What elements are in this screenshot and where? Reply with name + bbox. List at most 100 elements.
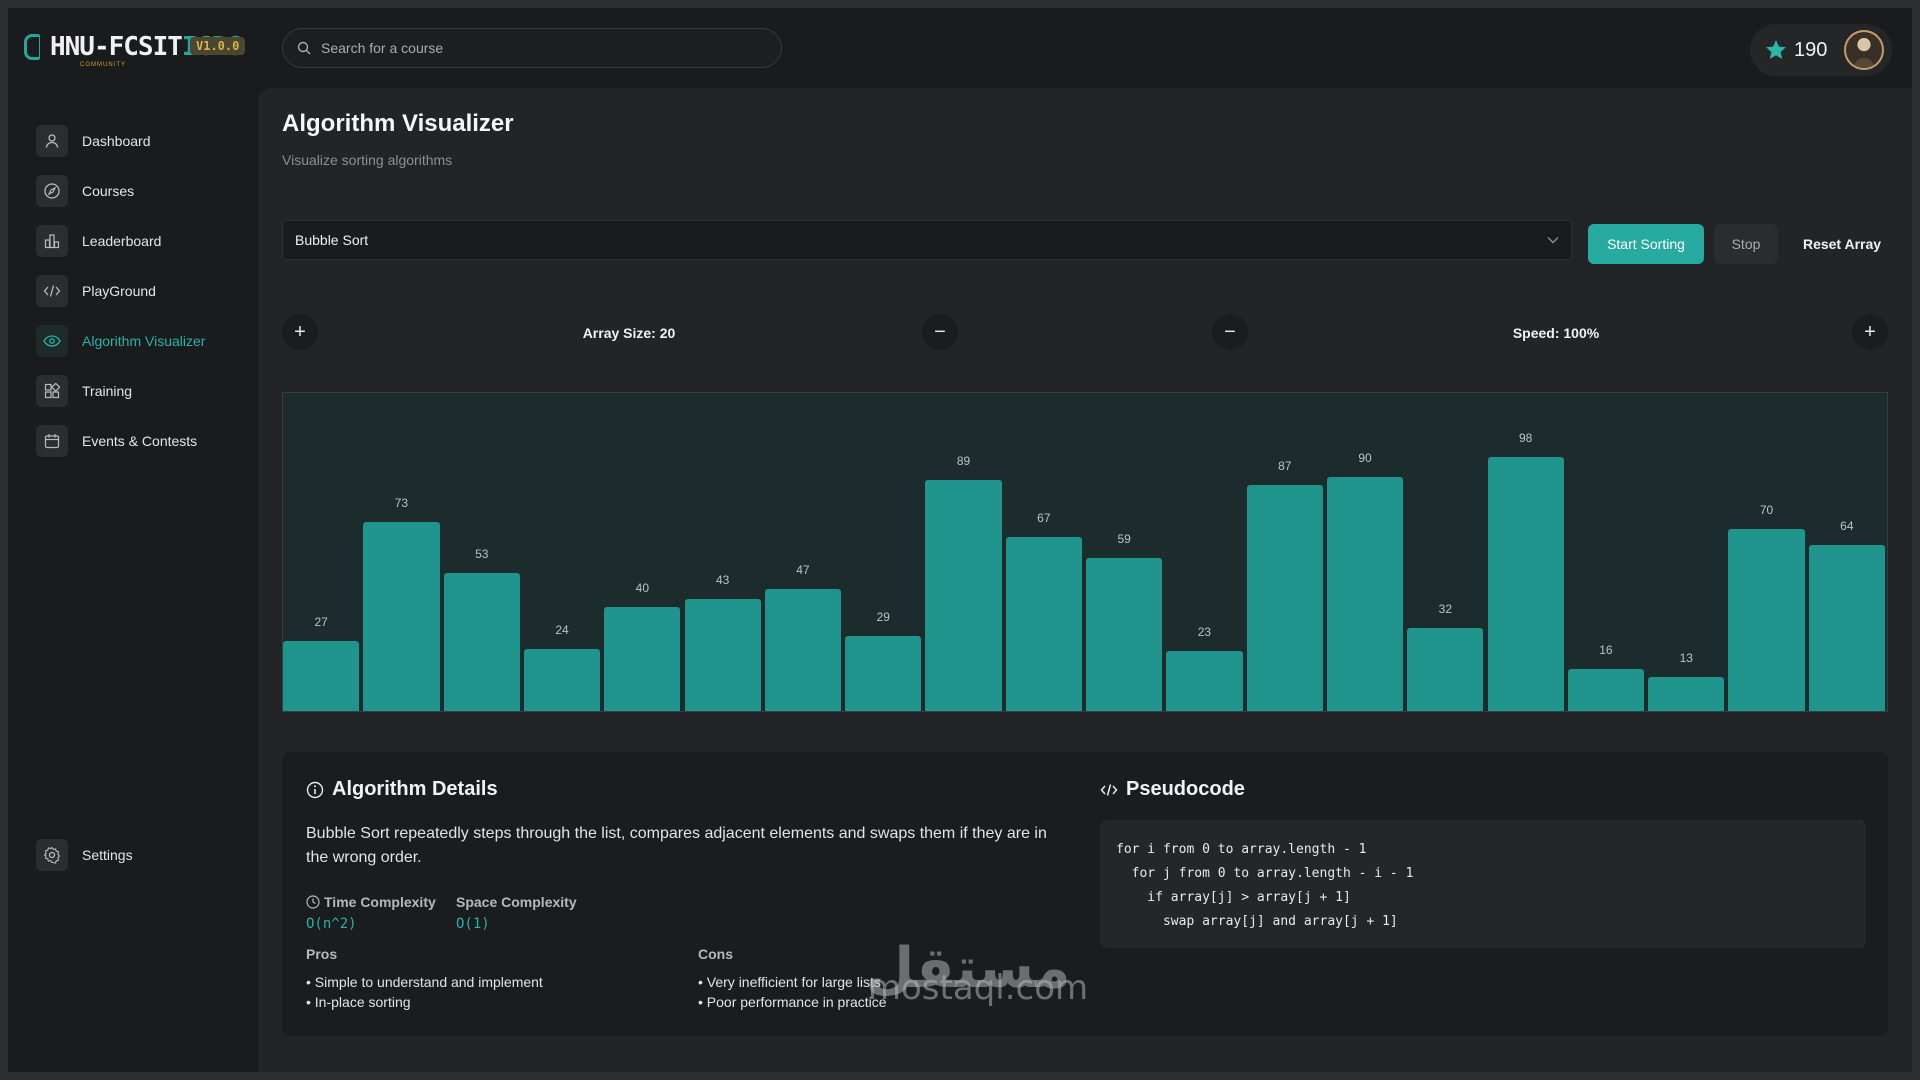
bar — [283, 641, 360, 711]
algorithm-details-title: Algorithm Details — [332, 778, 498, 800]
bar — [1648, 677, 1725, 711]
code-icon — [1100, 783, 1118, 796]
code-line: for i from 0 to array.length - 1 — [1116, 842, 1367, 857]
chevron-down-icon — [1547, 237, 1559, 244]
start-sorting-button[interactable]: Start Sorting — [1588, 224, 1704, 264]
sidebar-item-label: Dashboard — [82, 133, 151, 149]
bar-value-label: 98 — [1518, 431, 1533, 445]
bar-chart-icon — [36, 225, 68, 257]
bar — [1808, 545, 1885, 711]
bar — [1487, 457, 1564, 711]
code-icon — [36, 275, 68, 307]
version-badge: V1.0.0 — [190, 37, 246, 55]
bar — [764, 589, 842, 711]
bar — [604, 607, 681, 711]
sidebar-item-label: Courses — [82, 183, 135, 199]
bar — [1005, 537, 1082, 711]
speed-increase-button[interactable]: + — [1852, 314, 1888, 350]
bar-value-label: 73 — [394, 496, 409, 510]
minus-icon: − — [934, 320, 946, 343]
sidebar-item-settings[interactable]: Settings — [36, 838, 133, 872]
algorithm-select-value: Bubble Sort — [295, 232, 369, 248]
compass-icon — [36, 175, 68, 207]
bar — [1407, 628, 1484, 711]
speed-decrease-button[interactable]: − — [1212, 314, 1248, 350]
bar-value-label: 67 — [1037, 511, 1051, 525]
cons-title: Cons — [698, 946, 733, 962]
search-input[interactable] — [321, 40, 741, 56]
watermark-text: mostaql.com — [867, 968, 1089, 1008]
sidebar-item-courses[interactable]: Courses — [36, 174, 134, 208]
sidebar-item-leaderboard[interactable]: Leaderboard — [36, 224, 161, 258]
cons-item: • Poor performance in practice — [698, 994, 887, 1010]
bar — [1246, 485, 1323, 711]
bar-value-label: 23 — [1197, 625, 1212, 639]
info-icon — [306, 781, 324, 798]
bar-value-label: 87 — [1278, 459, 1292, 473]
sidebar-item-events-contests[interactable]: Events & Contests — [36, 424, 197, 458]
sidebar-item-label: Training — [82, 383, 133, 399]
avatar[interactable] — [1844, 30, 1884, 70]
algorithm-details-heading: Algorithm Details — [306, 778, 498, 801]
app-window: HNU-FCSITICPC COMMUNITY V1.0.0 190 Dashb… — [8, 8, 1912, 1072]
pros-item: • Simple to understand and implement — [306, 974, 543, 990]
sidebar-item-training[interactable]: Training — [36, 374, 132, 408]
bar — [523, 649, 601, 711]
bar-value-label: 13 — [1679, 651, 1693, 665]
bar-value-label: 32 — [1438, 602, 1453, 616]
time-complexity-value: O(n^2) — [306, 916, 357, 932]
clock-icon — [306, 895, 320, 909]
bar — [363, 522, 440, 711]
sidebar-item-playground[interactable]: PlayGround — [36, 274, 156, 308]
bar — [845, 636, 922, 711]
bar-value-label: 90 — [1358, 451, 1372, 465]
code-line: swap array[j] and array[j + 1] — [1116, 914, 1398, 929]
minus-icon: − — [1224, 320, 1236, 343]
space-complexity-label: Space Complexity — [456, 894, 577, 910]
sidebar-item-algorithm-visualizer[interactable]: Algorithm Visualizer — [36, 324, 205, 358]
cons-item: • Very inefficient for large lists — [698, 974, 881, 990]
sidebar-item-label: PlayGround — [82, 283, 156, 299]
bar-value-label: 16 — [1599, 643, 1613, 657]
bar-value-label: 29 — [876, 610, 890, 624]
array-size-increase-button[interactable]: + — [282, 314, 318, 350]
pseudocode-title: Pseudocode — [1126, 778, 1245, 800]
array-bar-chart: 27 73 53 24 40 43 47 29 89 67 59 23 87 90 32 98 16 13 70 64 — [282, 392, 1888, 712]
bar-value-label: 24 — [555, 623, 569, 637]
search-bar[interactable] — [282, 28, 782, 68]
bar — [1326, 477, 1404, 711]
reset-array-button[interactable]: Reset Array — [1802, 236, 1882, 252]
user-icon — [36, 125, 68, 157]
pseudocode-block: for i from 0 to array.length - 1 for j f… — [1100, 820, 1866, 948]
bar — [684, 599, 761, 711]
points-value: 190 — [1794, 38, 1828, 61]
logo-subtext: COMMUNITY — [80, 62, 126, 68]
page-subtitle: Visualize sorting algorithms — [282, 152, 453, 168]
bar-value-label: 43 — [715, 573, 730, 587]
algorithm-description: Bubble Sort repeatedly steps through the… — [306, 825, 1047, 866]
plus-icon: + — [294, 320, 306, 343]
sidebar-item-label: Algorithm Visualizer — [82, 333, 206, 349]
bar-value-label: 64 — [1840, 519, 1854, 533]
bar — [1086, 558, 1163, 711]
bar-value-label: 27 — [314, 615, 328, 629]
bar — [925, 480, 1002, 711]
points-badge[interactable]: 190 — [1750, 24, 1892, 76]
bar — [1166, 651, 1243, 711]
algorithm-select[interactable]: Bubble Sort — [282, 220, 1572, 260]
pros-title: Pros — [306, 946, 338, 962]
gear-icon — [36, 839, 68, 871]
array-size-label: Array Size: 20 — [582, 325, 676, 341]
bar-value-label: 40 — [635, 581, 650, 595]
bar-value-label: 53 — [475, 547, 489, 561]
page-title: Algorithm Visualizer — [282, 110, 514, 137]
stop-button[interactable]: Stop — [1714, 224, 1778, 264]
time-complexity-label: Time Complexity — [306, 894, 436, 910]
eye-icon — [36, 325, 68, 357]
array-size-decrease-button[interactable]: − — [922, 314, 958, 350]
sidebar-item-dashboard[interactable]: Dashboard — [36, 124, 151, 158]
bar-value-label: 70 — [1759, 503, 1774, 517]
watermark-logo: مستقل — [865, 936, 1071, 999]
bar — [1567, 669, 1645, 711]
bar-value-label: 59 — [1117, 532, 1131, 546]
